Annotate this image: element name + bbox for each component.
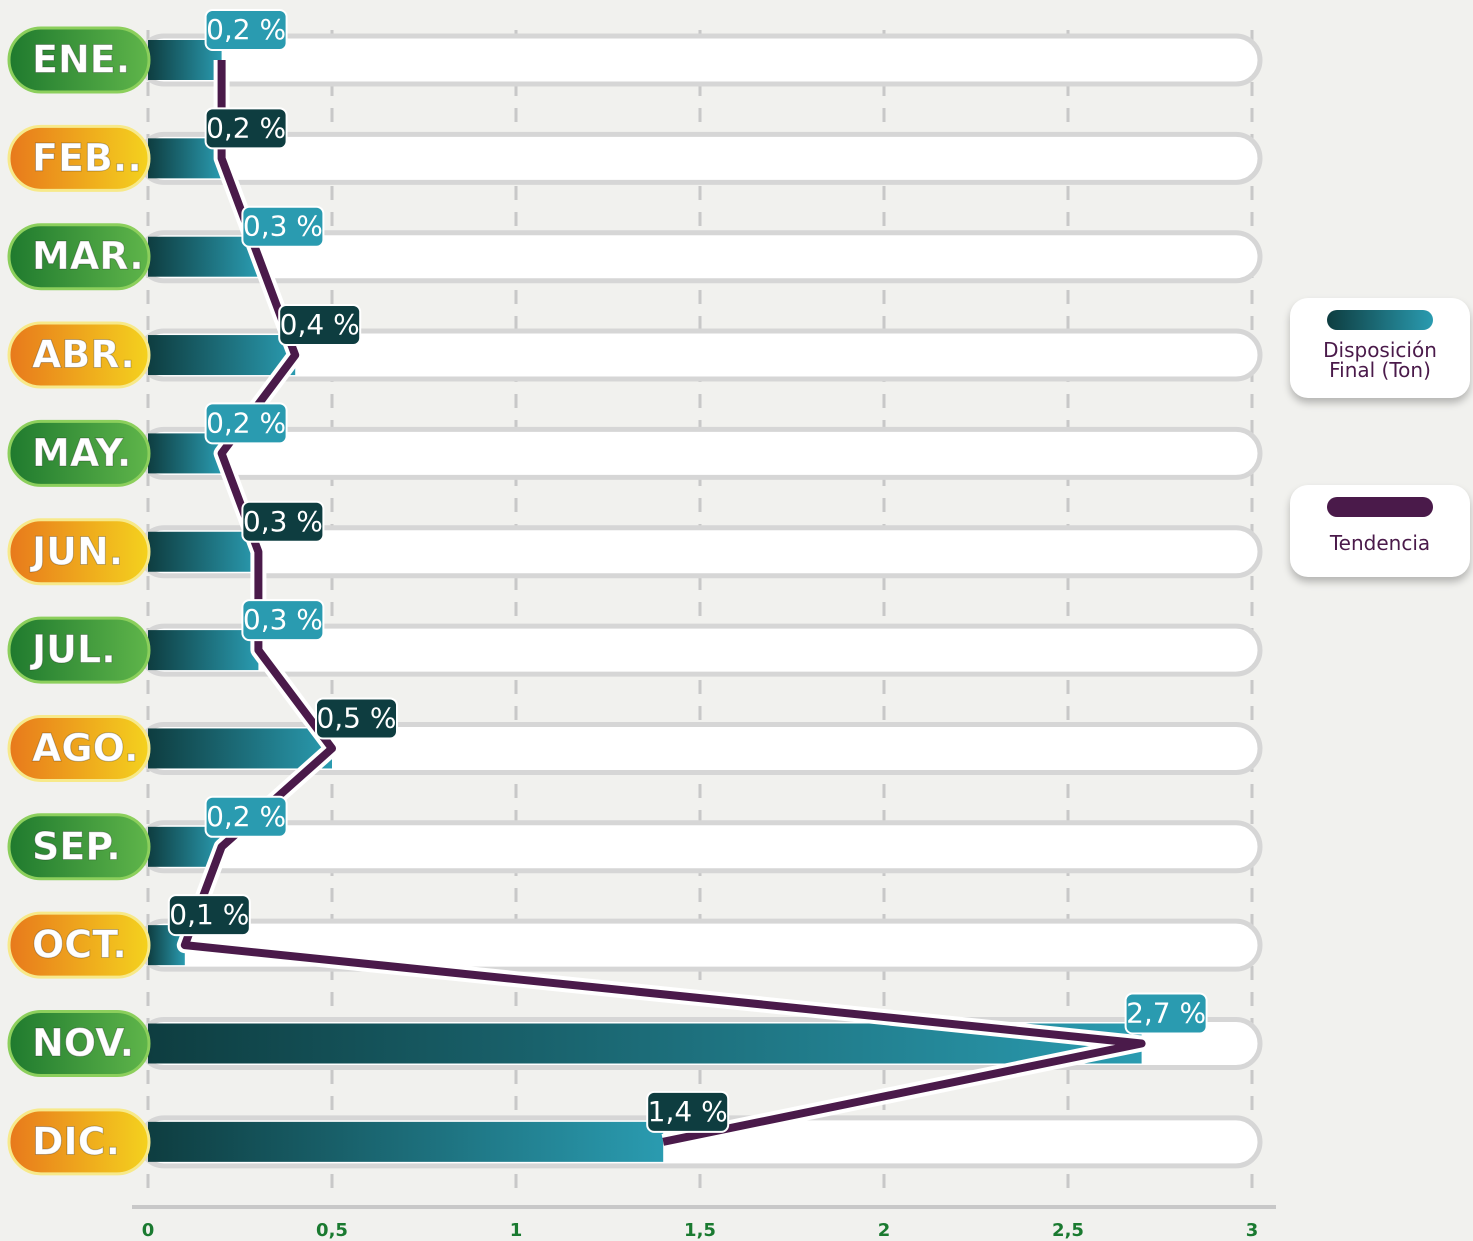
value-label: 0,2 % [206, 13, 286, 46]
x-tick-label: 3 [1246, 1220, 1259, 1241]
trend-line [180, 60, 1146, 1146]
value-label: 0,1 % [169, 898, 249, 931]
legend-item: Disposición Final (Ton) [1290, 298, 1470, 398]
bar-track [137, 33, 1263, 87]
value-label-bg [315, 697, 398, 740]
month-pill [7, 911, 151, 979]
x-tick-label: 0 [142, 1220, 155, 1241]
value-label-bg [241, 205, 325, 248]
x-tick-label: 2 [878, 1220, 891, 1241]
y-tick-label: MAR. [32, 234, 144, 278]
x-tick-label: 1,5 [684, 1220, 716, 1241]
month-pill [7, 26, 151, 94]
y-tick-label: FEB.. [32, 136, 142, 180]
value-label: 0,3 % [243, 603, 323, 636]
legend-label: Disposición Final (Ton) [1323, 338, 1437, 382]
value-label-bg [204, 402, 288, 445]
x-tick-label: 0,5 [316, 1220, 348, 1241]
value-label: 0,3 % [243, 210, 323, 243]
y-tick-label: ENE. [32, 38, 130, 82]
legend-label: Tendencia [1329, 531, 1431, 555]
month-pill [7, 813, 151, 881]
value-label: 0,5 % [316, 701, 396, 734]
value-label: 0,2 % [206, 406, 286, 439]
legend-swatch [1327, 310, 1433, 330]
bar-track [137, 131, 1263, 185]
value-label: 2,7 % [1126, 997, 1206, 1030]
y-tick-label: MAY. [32, 431, 131, 475]
value-label-bg [204, 9, 288, 51]
y-tick-label: OCT. [32, 923, 127, 967]
bar [148, 335, 296, 376]
y-tick-label: ABR. [32, 333, 135, 377]
month-pill [7, 124, 151, 192]
bar-track [137, 820, 1263, 874]
value-label-bg [241, 599, 325, 642]
value-label: 0,2 % [206, 800, 286, 833]
month-pill [7, 419, 151, 487]
month-pill [7, 1108, 151, 1176]
value-label: 0,2 % [206, 111, 286, 144]
value-label-bg [167, 894, 251, 937]
value-label: 1,4 % [648, 1095, 728, 1128]
trend-line-halo [176, 60, 1150, 1150]
value-label: 0,4 % [280, 308, 360, 341]
month-pill [7, 616, 151, 684]
y-tick-label: NOV. [32, 1021, 134, 1065]
bar [148, 630, 259, 671]
bar-track [137, 426, 1263, 480]
bar [148, 728, 332, 769]
legend-item: Tendencia [1290, 485, 1470, 577]
y-tick-label: AGO. [32, 726, 139, 770]
y-tick-label: JUL. [29, 628, 116, 672]
month-pill [7, 714, 151, 782]
value-label-bg [204, 795, 288, 838]
y-tick-label: SEP. [32, 824, 121, 868]
value-label-bg [1124, 992, 1208, 1035]
x-tick-label: 1 [510, 1220, 523, 1241]
month-pill [7, 223, 151, 291]
month-pill [7, 321, 151, 389]
value-label-bg [241, 500, 325, 543]
month-pill [7, 518, 151, 586]
y-tick-label: DIC. [32, 1119, 120, 1163]
legend-swatch [1327, 497, 1433, 517]
value-label-bg [646, 1090, 730, 1133]
y-tick-label: JUN. [29, 529, 123, 573]
value-label: 0,3 % [243, 505, 323, 538]
month-pill [7, 1010, 151, 1077]
bar [148, 236, 259, 277]
value-label-bg [278, 304, 362, 347]
x-tick-label: 2,5 [1052, 1220, 1084, 1241]
bar [148, 531, 259, 572]
value-label-bg [204, 107, 288, 150]
bar [148, 1121, 664, 1162]
